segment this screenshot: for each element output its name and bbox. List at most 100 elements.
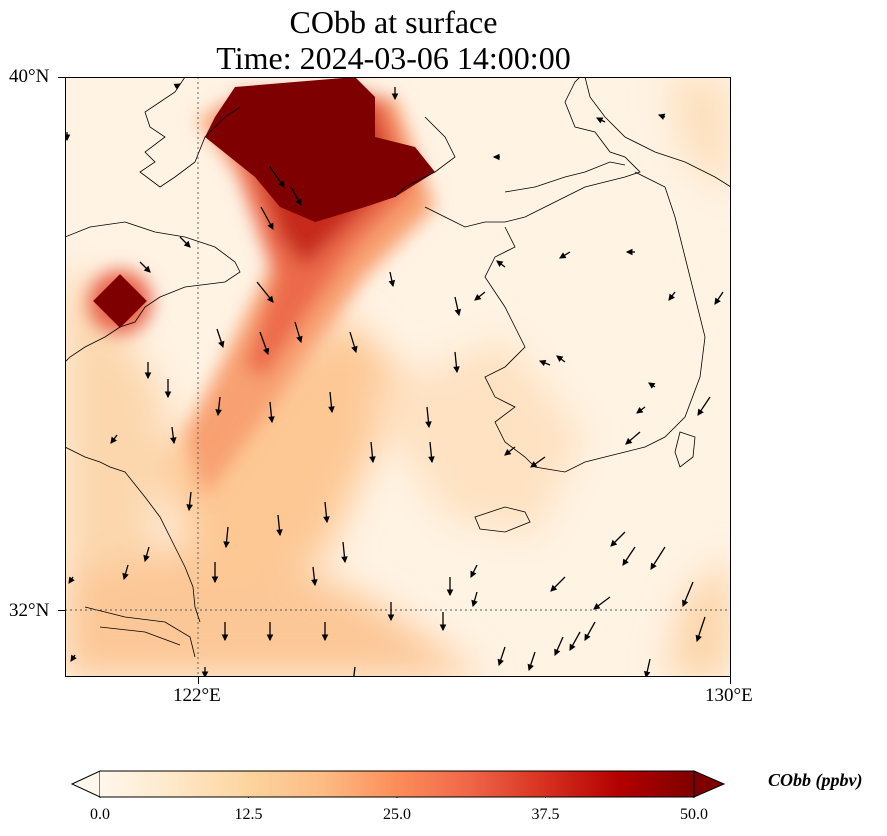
tick-32n — [58, 610, 65, 611]
wind-arrow-head — [110, 436, 117, 444]
lat-label-40n: 40°N — [9, 66, 50, 87]
wind-vectors — [65, 83, 724, 677]
wind-arrow-head — [428, 456, 435, 464]
ne-haze — [665, 77, 731, 197]
wind-arrow-head — [70, 654, 77, 662]
wind-arrow-head — [144, 372, 152, 380]
colorbar-title: CObb (ppbv) — [768, 770, 863, 790]
wind-arrow-head — [453, 366, 460, 374]
wind-arrow-head — [295, 198, 302, 206]
wind-arrow-head — [68, 576, 75, 584]
wind-arrow-head — [697, 408, 704, 416]
wind-arrow-head — [328, 406, 335, 414]
colorbar-tick-label: 37.5 — [531, 806, 560, 823]
wind-arrow-head — [559, 252, 567, 259]
tick-122e — [198, 677, 199, 684]
title-time: Time: 2024-03-06 14:00:00 — [216, 40, 571, 76]
wind-arrow-head — [556, 355, 564, 362]
se-haze — [665, 557, 731, 677]
wind-arrow-head — [622, 558, 629, 566]
wind-arrow-head — [267, 222, 274, 230]
wind-arrow-head — [323, 516, 330, 524]
wind-arrow-head — [595, 117, 604, 124]
wind-arrow-head — [369, 456, 376, 464]
wind-arrow-head — [643, 670, 651, 677]
wind-arrow-head — [610, 539, 618, 547]
east-haze — [365, 337, 585, 537]
colorbar-tick-label: 25.0 — [383, 806, 411, 823]
tick-130e — [730, 677, 731, 684]
wind-arrow-head — [446, 589, 454, 597]
wind-arrow-head — [263, 347, 270, 356]
wind-arrow-head — [538, 359, 547, 367]
wind-arrow-head — [278, 180, 285, 188]
colorbar — [70, 770, 726, 801]
wind-arrow-head — [527, 663, 534, 672]
wind-arrow-head — [554, 648, 561, 657]
south-haze — [65, 537, 485, 677]
colorbar-gradient — [100, 771, 694, 797]
dmz-line — [504, 161, 626, 193]
wind-arrow-head — [625, 437, 633, 445]
wind-arrow-head — [657, 113, 666, 120]
tsushima-island — [674, 431, 696, 468]
wind-arrow-head — [714, 297, 721, 305]
wind-arrow-head — [186, 504, 193, 512]
colorbar-tick-label: 0.0 — [90, 806, 110, 823]
wind-arrow-head — [122, 572, 129, 581]
wind-arrow-head — [143, 554, 150, 563]
wind-arrow-head — [341, 556, 348, 564]
coastlines — [65, 77, 731, 658]
wind-arrow-head — [276, 529, 283, 537]
jiangsu-coast — [65, 446, 201, 623]
wind-arrow-head — [569, 643, 576, 651]
wind-arrow-head — [218, 340, 225, 349]
map-canvas — [65, 77, 731, 677]
colorbar-tick-label: 50.0 — [680, 806, 708, 823]
wind-arrow-head — [625, 248, 633, 256]
wind-arrow-head — [311, 579, 318, 587]
wind-arrow-head — [497, 658, 504, 667]
wind-arrow-head — [170, 437, 177, 445]
wind-arrow-head — [593, 603, 601, 610]
lat-label-32n: 32°N — [9, 600, 50, 621]
wind-arrow-head — [550, 584, 558, 592]
wind-arrow-head — [266, 634, 274, 642]
concentration-field — [65, 77, 731, 677]
wind-arrow-head — [321, 634, 329, 642]
wind-arrow-head — [470, 570, 477, 578]
wind-arrow-head — [425, 421, 432, 429]
shandong-coast — [65, 221, 241, 363]
wind-arrow-head — [296, 335, 303, 344]
mid-haze — [155, 317, 405, 597]
wind-arrow-head — [504, 448, 512, 456]
wind-arrow-head — [387, 614, 395, 622]
lon-label-130e: 130°E — [705, 685, 753, 706]
wind-arrow-head — [173, 83, 181, 90]
wind-arrow-head — [223, 541, 230, 549]
wind-arrow-head — [648, 382, 656, 389]
wind-arrow-head — [668, 293, 675, 301]
wind-arrow-head — [266, 295, 274, 303]
colorbar-svg — [70, 770, 726, 801]
wind-arrow-head — [584, 633, 591, 641]
north-korea-east-coast — [584, 77, 731, 188]
liaodong-coast — [139, 77, 241, 188]
wind-arrow-head — [351, 345, 358, 354]
lon-label-122e: 122°E — [173, 685, 221, 706]
tick-40n — [58, 77, 65, 78]
wind-arrow-head — [650, 562, 657, 570]
wind-arrow-head — [682, 599, 689, 608]
south-korea-coast — [484, 171, 706, 473]
wind-arrow-head — [454, 308, 462, 317]
north-korea-west-coast — [424, 77, 641, 228]
hotspot-core — [93, 274, 147, 328]
wind-arrow-head — [164, 391, 172, 399]
gridlines — [65, 77, 731, 677]
yangtze-south — [99, 626, 181, 646]
wind-arrow-head — [143, 265, 151, 273]
wind-arrow-head — [211, 576, 219, 584]
wind-arrow-head — [471, 599, 478, 608]
wind-arrow-head — [388, 279, 396, 288]
map-panel — [65, 77, 731, 677]
